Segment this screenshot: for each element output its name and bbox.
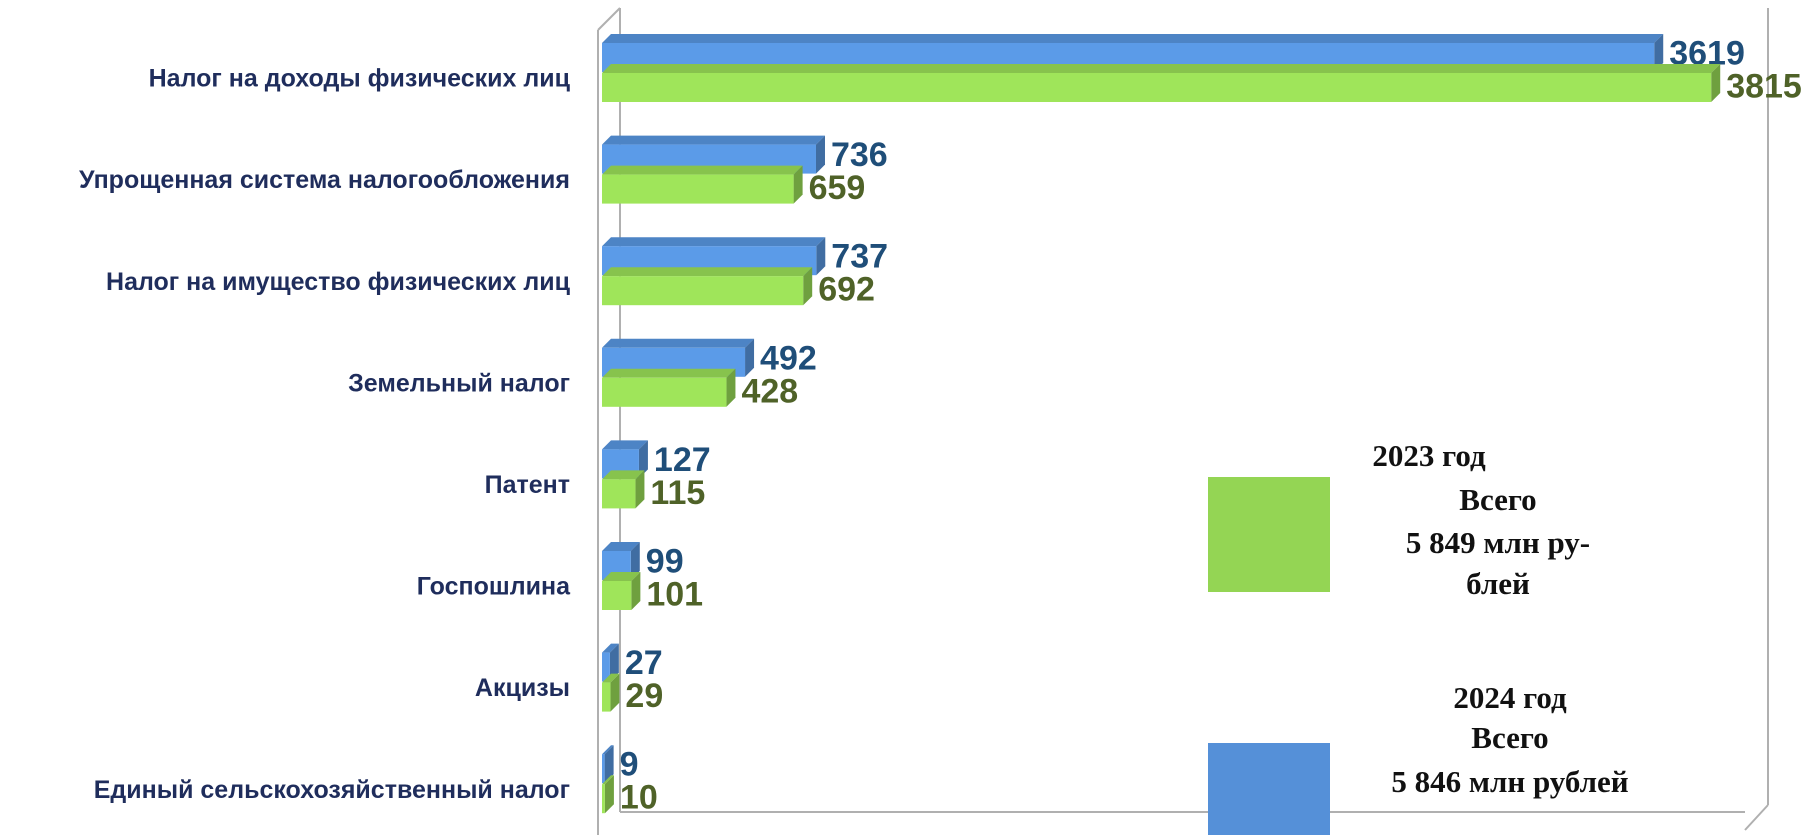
bar-face — [602, 652, 610, 682]
bar-face — [602, 135, 825, 145]
data-label: 9 — [620, 746, 639, 784]
bar-face — [602, 73, 1712, 102]
bar-face — [602, 784, 605, 814]
legend-note: 5 846 млн рублей — [1391, 764, 1628, 799]
bar-face — [602, 368, 736, 378]
legend-label: 2024 год — [1453, 680, 1567, 715]
y-tick-label: Налог на имущество физических лиц — [106, 268, 571, 296]
bar-face — [602, 643, 619, 653]
data-label: 101 — [646, 575, 703, 613]
bar-face — [602, 34, 1664, 43]
bar — [602, 745, 614, 784]
bar-face — [1711, 64, 1721, 102]
bar-face — [602, 581, 632, 610]
bar-face — [602, 237, 826, 247]
bar — [602, 64, 1721, 102]
data-label: 737 — [831, 238, 888, 276]
bar-face — [602, 754, 605, 784]
legend-label: 2023 год — [1372, 438, 1486, 473]
bar-face — [630, 542, 640, 580]
bar — [602, 775, 614, 814]
bar — [602, 165, 803, 204]
legend-note: блей — [1466, 566, 1530, 601]
bar — [602, 572, 641, 610]
bar-face — [793, 165, 803, 204]
y-tick-label: Упрощенная система налогообложения — [79, 166, 570, 194]
data-label: 29 — [625, 677, 663, 715]
bar-face — [602, 276, 804, 306]
bar-face — [602, 673, 620, 683]
y-tick-label: Акцизы — [475, 674, 570, 702]
data-label: 736 — [831, 136, 888, 174]
bar-face — [609, 643, 619, 682]
bar-face — [602, 338, 755, 348]
plot-frame — [597, 7, 1769, 835]
legend-note: Всего — [1459, 482, 1536, 517]
bar-face — [638, 440, 648, 479]
bar-face — [610, 673, 620, 712]
bar — [602, 267, 813, 306]
legend-swatch — [1208, 477, 1330, 592]
bar-face — [604, 745, 614, 784]
bar-face — [602, 479, 636, 509]
bar-face — [602, 542, 640, 551]
bar — [602, 673, 620, 712]
bar-face — [602, 174, 794, 204]
bar-face — [726, 368, 736, 407]
bar-face — [602, 64, 1721, 73]
bar — [602, 643, 619, 682]
bar-face — [602, 440, 648, 450]
data-label: 10 — [620, 779, 658, 817]
y-tick-label: Патент — [485, 471, 570, 499]
bar-face — [635, 470, 645, 509]
bar-face — [604, 775, 614, 814]
data-label: 692 — [818, 271, 875, 309]
bar-face — [602, 470, 645, 480]
data-label: 492 — [760, 339, 817, 377]
y-tick-label: Единый сельскохозяйственный налог — [94, 776, 570, 804]
data-label: 659 — [809, 169, 866, 207]
legend-swatch — [1208, 743, 1330, 835]
data-label: 127 — [654, 441, 711, 479]
bar-face — [602, 267, 813, 277]
bar-face — [602, 745, 614, 755]
data-label: 428 — [741, 372, 798, 410]
bar-face — [602, 682, 611, 712]
data-label: 99 — [646, 542, 684, 580]
data-label: 115 — [650, 474, 705, 512]
y-tick-label: Налог на доходы физических лиц — [149, 65, 571, 93]
bar-face — [631, 572, 641, 610]
bar-face — [602, 165, 803, 175]
data-label: 3815 — [1726, 67, 1802, 105]
bar — [602, 470, 645, 509]
legend-note: 5 849 млн ру- — [1406, 525, 1590, 560]
bar-face — [803, 267, 813, 306]
bar-face — [602, 377, 727, 407]
bar-face — [602, 572, 641, 581]
bar — [602, 368, 736, 407]
data-label: 27 — [625, 644, 663, 682]
bar-face — [816, 237, 826, 276]
y-tick-label: Земельный налог — [348, 369, 570, 397]
bar-face — [1654, 34, 1664, 72]
legend-note: Всего — [1471, 720, 1548, 755]
bar-face — [815, 135, 825, 174]
bar-face — [745, 338, 755, 377]
y-tick-label: Госпошлина — [417, 573, 571, 601]
bar-face — [602, 775, 614, 785]
